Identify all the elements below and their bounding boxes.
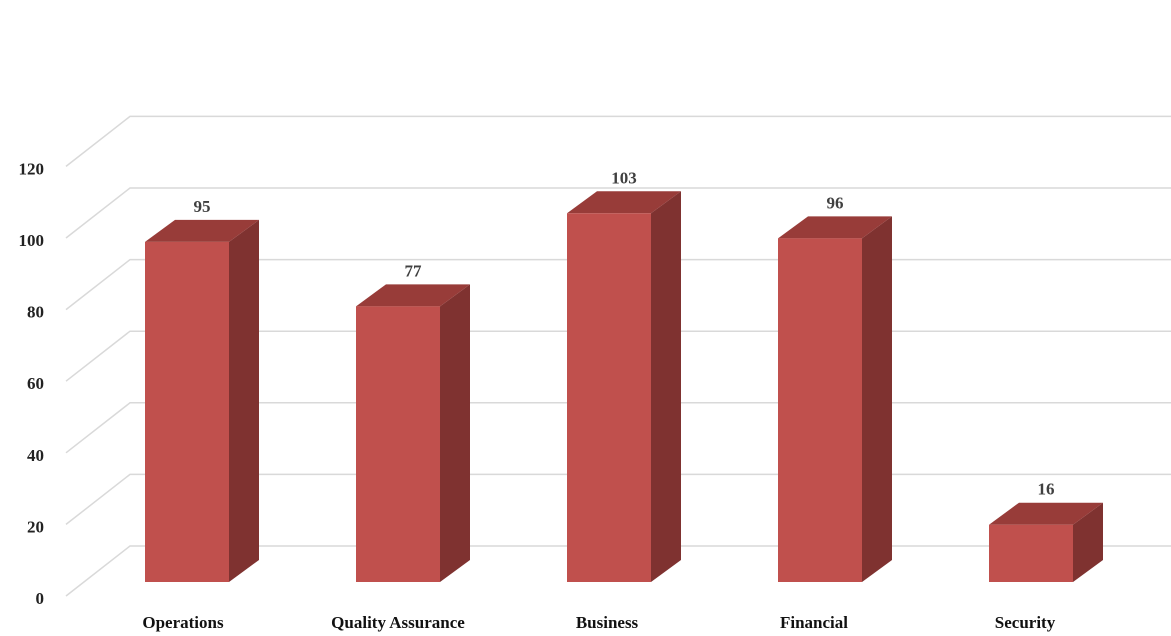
bar: [145, 219, 259, 582]
bar-front: [778, 238, 862, 582]
bar-side: [440, 284, 470, 582]
category-label: Financial: [780, 613, 848, 632]
bar: [356, 284, 470, 582]
bar-side: [229, 219, 259, 582]
x-axis-categories: Operations Quality Assurance Business Finan…: [142, 613, 1055, 632]
bar: [989, 502, 1103, 582]
data-label: 77: [405, 261, 423, 280]
gridline: [65, 115, 1171, 167]
bar: [778, 216, 892, 582]
data-labels: 95 77 103 96 16: [194, 168, 1055, 498]
bar-top: [778, 216, 892, 239]
data-label: 96: [827, 193, 844, 212]
bar-front: [356, 306, 440, 582]
bar-top: [145, 219, 259, 242]
y-tick-label: 100: [19, 231, 45, 250]
y-axis-ticks: 0 20 40 60 80 100 120: [19, 159, 45, 608]
data-label: 16: [1038, 480, 1055, 499]
gridline: [65, 187, 1171, 239]
bar-front: [567, 213, 651, 582]
data-label: 103: [611, 168, 637, 187]
category-label: Quality Assurance: [331, 613, 465, 632]
y-tick-label: 20: [27, 517, 44, 536]
bars: [145, 191, 1103, 582]
y-tick-label: 0: [36, 589, 45, 608]
bar-side: [1073, 502, 1103, 582]
bar-side: [862, 216, 892, 582]
bar-front: [989, 524, 1073, 582]
category-label: Security: [995, 613, 1056, 632]
bar-top: [567, 191, 681, 214]
y-tick-label: 80: [27, 303, 44, 322]
bar-top: [989, 502, 1103, 525]
y-tick-label: 40: [27, 446, 44, 465]
gridlines: [65, 115, 1171, 597]
bar-front: [145, 241, 229, 582]
category-label: Business: [576, 613, 639, 632]
bar-top: [356, 284, 470, 307]
category-label: Operations: [142, 613, 224, 632]
data-label: 95: [194, 197, 211, 216]
bar-side: [651, 191, 681, 582]
bar: [567, 191, 681, 582]
y-tick-label: 120: [19, 159, 45, 178]
y-tick-label: 60: [27, 374, 44, 393]
